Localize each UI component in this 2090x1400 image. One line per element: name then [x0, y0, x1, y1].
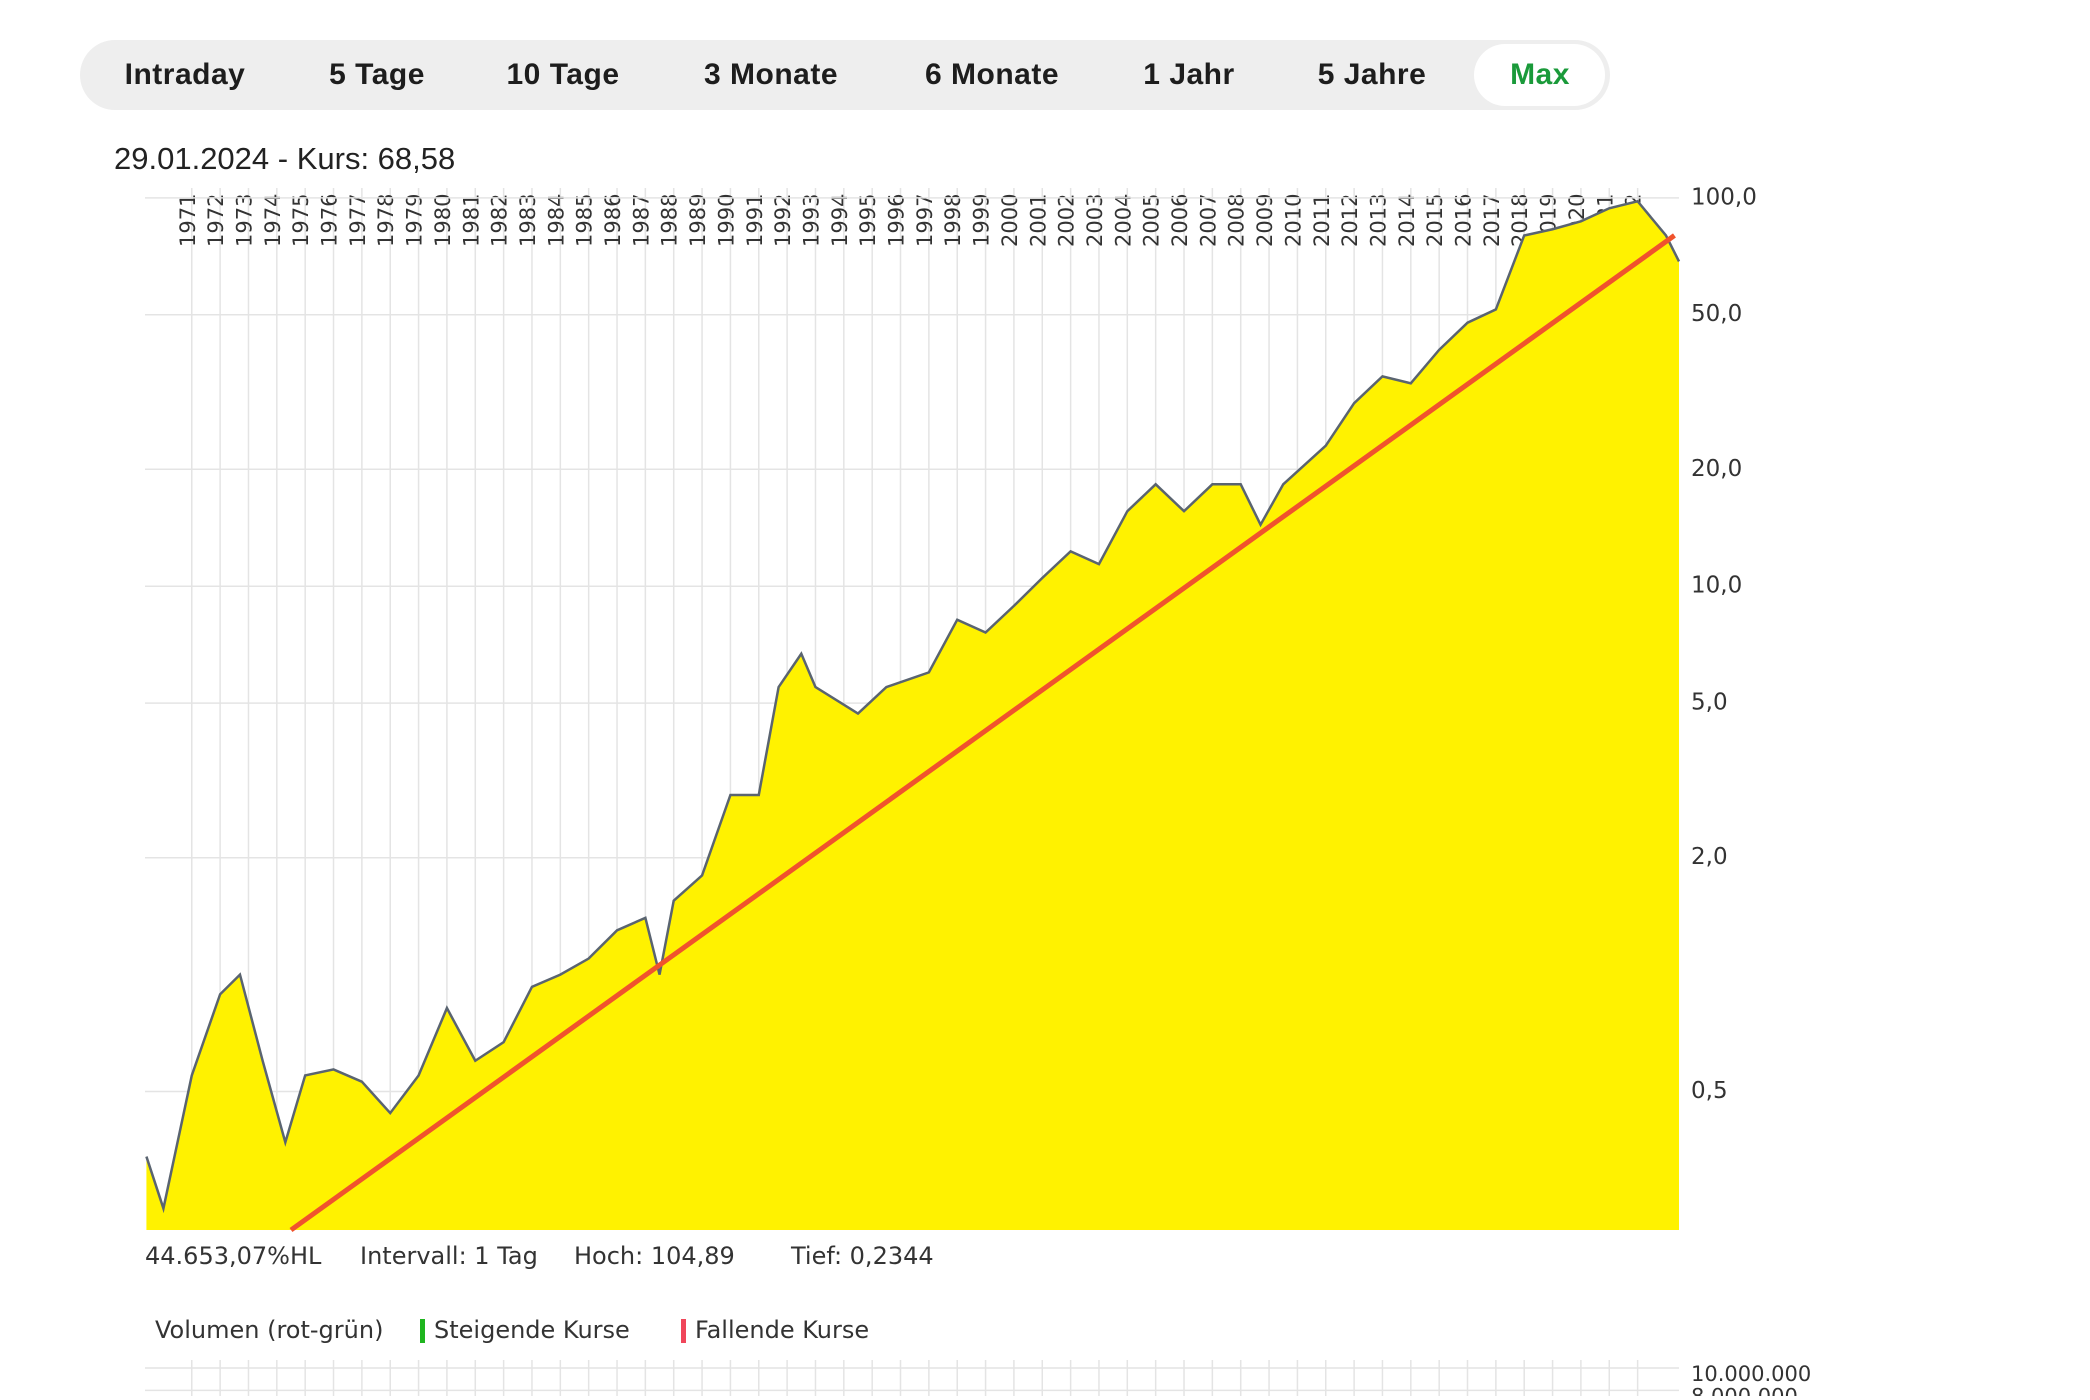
tab[interactable]: 3 Monate [704, 58, 838, 91]
legend-swatch [681, 1319, 686, 1343]
x-tick-label: 2011 [1310, 194, 1334, 247]
tab[interactable]: 10 Tage [507, 58, 620, 91]
x-tick-label: 2017 [1480, 194, 1504, 247]
x-tick-label: 2003 [1083, 194, 1107, 247]
x-tick-label: 1992 [771, 194, 795, 247]
x-tick-label: 2013 [1366, 194, 1390, 247]
x-tick-label: 1980 [431, 194, 455, 247]
tab-active-bg [1474, 44, 1605, 106]
stat: Tief: 0,2344 [790, 1242, 934, 1270]
x-tick-label: 2009 [1253, 194, 1277, 247]
x-tick-label: 1993 [799, 194, 823, 247]
legend-label: Fallende Kurse [695, 1316, 869, 1344]
volume-title: Volumen (rot-grün) [155, 1316, 383, 1344]
tab-bar [80, 40, 1610, 110]
stat: 44.653,07%HL [145, 1242, 322, 1270]
y-tick-label: 5,0 [1691, 690, 1728, 716]
x-tick-label: 2007 [1196, 194, 1220, 247]
x-tick-label: 1978 [374, 194, 398, 247]
x-tick-label: 2016 [1452, 194, 1476, 247]
x-tick-label: 1985 [573, 194, 597, 247]
x-tick-label: 1984 [544, 194, 568, 247]
x-tick-label: 2015 [1423, 194, 1447, 247]
y-tick-label: 20,0 [1691, 456, 1742, 482]
price-line [145, 199, 1681, 1214]
y-tick-label: 0,5 [1691, 1078, 1728, 1104]
x-tick-label: 2012 [1338, 194, 1362, 247]
x-tick-label: 2005 [1140, 194, 1164, 247]
x-tick-label: 1990 [714, 194, 738, 247]
x-tick-label: 1989 [686, 194, 710, 247]
x-tick-label: 1999 [970, 194, 994, 247]
x-tick-label: 1977 [346, 194, 370, 247]
volume-tick-label: 8.000.000 [1691, 1384, 1798, 1396]
legend-swatch [420, 1319, 425, 1343]
x-tick-label: 1974 [261, 194, 285, 247]
x-tick-label: 1986 [601, 194, 625, 247]
x-tick-label: 1991 [743, 194, 767, 247]
area-fill [146, 201, 1679, 1230]
tab[interactable]: 6 Monate [925, 58, 1059, 91]
x-tick-label: 2006 [1168, 194, 1192, 247]
x-tick-label: 2000 [998, 194, 1022, 247]
y-tick-label: 10,0 [1691, 573, 1742, 599]
y-tick-label: 50,0 [1691, 301, 1742, 327]
x-tick-label: 2010 [1281, 194, 1305, 247]
x-tick-label: 1988 [658, 194, 682, 247]
tab[interactable]: Max [1510, 58, 1570, 91]
tab[interactable]: 5 Tage [329, 58, 425, 91]
x-tick-label: 2014 [1395, 194, 1419, 247]
x-tick-label: 1982 [488, 194, 512, 247]
tab[interactable]: Intraday [125, 58, 246, 91]
header: 29.01.2024 - Kurs: 68,58 [114, 141, 455, 176]
y-tick-label: 2,0 [1691, 844, 1728, 870]
x-tick-label: 1998 [941, 194, 965, 247]
trend-line [289, 233, 1676, 1233]
x-tick-label: 1996 [885, 194, 909, 247]
legend-label: Steigende Kurse [434, 1316, 630, 1344]
x-tick-label: 1971 [176, 194, 200, 247]
tab[interactable]: 1 Jahr [1143, 58, 1234, 91]
x-tick-label: 2001 [1026, 194, 1050, 247]
stat: Hoch: 104,89 [574, 1242, 735, 1270]
volume-tick-label: 10.000.000 [1691, 1362, 1811, 1386]
x-tick-label: 1976 [318, 194, 342, 247]
x-tick-label: 1995 [856, 194, 880, 247]
x-tick-label: 1972 [204, 194, 228, 247]
x-tick-label: 1987 [629, 194, 653, 247]
x-tick-label: 2002 [1055, 194, 1079, 247]
tab[interactable]: 5 Jahre [1318, 58, 1427, 91]
y-tick-label: 100,0 [1691, 184, 1757, 210]
x-tick-label: 1975 [289, 194, 313, 247]
stat: Intervall: 1 Tag [360, 1242, 538, 1270]
x-tick-label: 1981 [459, 194, 483, 247]
x-tick-label: 1994 [828, 194, 852, 247]
x-tick-label: 1983 [516, 194, 540, 247]
x-tick-label: 1973 [232, 194, 256, 247]
x-tick-label: 2008 [1225, 194, 1249, 247]
x-tick-label: 1979 [403, 194, 427, 247]
x-tick-label: 2004 [1111, 194, 1135, 247]
x-tick-label: 1997 [913, 194, 937, 247]
